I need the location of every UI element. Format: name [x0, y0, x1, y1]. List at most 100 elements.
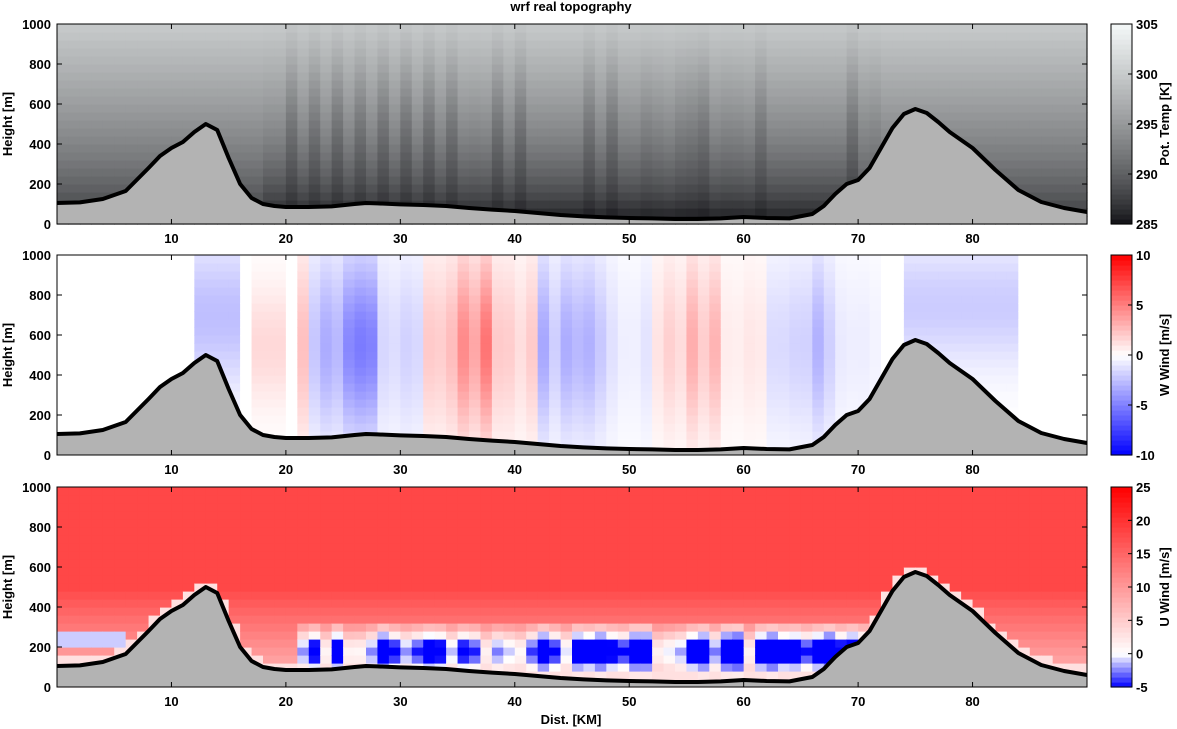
field-cell — [320, 343, 333, 352]
field-cell — [68, 519, 81, 528]
field-cell — [366, 88, 379, 97]
field-cell — [251, 367, 264, 376]
field-cell — [148, 88, 161, 97]
field-cell — [388, 72, 401, 81]
field-cell — [377, 391, 390, 400]
field-cell — [755, 407, 768, 416]
field-cell — [800, 72, 813, 81]
field-cell — [720, 375, 733, 384]
field-cell — [274, 32, 287, 41]
field-cell — [617, 375, 630, 384]
field-cell — [846, 279, 859, 288]
field-cell — [102, 527, 115, 536]
field-cell — [1041, 311, 1054, 320]
field-cell — [251, 407, 264, 416]
field-cell — [434, 112, 447, 121]
field-cell — [686, 80, 699, 89]
field-cell — [377, 48, 390, 57]
field-cell — [812, 136, 825, 145]
field-cell — [228, 80, 241, 89]
field-cell — [915, 104, 928, 113]
field-cell — [148, 287, 161, 296]
y-axis-label: Height [m] — [0, 323, 15, 387]
field-cell — [1064, 64, 1077, 73]
field-cell — [91, 407, 104, 416]
field-cell — [79, 359, 92, 368]
field-cell — [1029, 415, 1042, 424]
field-cell — [285, 383, 298, 392]
field-cell — [514, 255, 527, 264]
field-cell — [434, 423, 447, 432]
field-cell — [823, 327, 836, 336]
field-cell — [79, 615, 92, 624]
field-cell — [79, 647, 92, 656]
field-cell — [377, 415, 390, 424]
field-cell — [903, 32, 916, 41]
field-cell — [697, 351, 710, 360]
colorbar-segment — [1111, 420, 1132, 426]
field-cell — [68, 655, 81, 664]
field-cell — [285, 152, 298, 161]
field-cell — [629, 375, 642, 384]
field-cell — [148, 351, 161, 360]
field-cell — [972, 311, 985, 320]
field-cell — [228, 263, 241, 272]
field-cell — [297, 407, 310, 416]
field-cell — [160, 48, 173, 57]
field-cell — [732, 184, 745, 193]
field-cell — [560, 96, 573, 105]
field-cell — [274, 343, 287, 352]
field-cell — [434, 128, 447, 137]
field-cell — [285, 279, 298, 288]
field-cell — [274, 104, 287, 113]
field-cell — [800, 104, 813, 113]
field-cell — [423, 303, 436, 312]
field-cell — [57, 96, 70, 105]
field-cell — [766, 391, 779, 400]
field-cell — [800, 208, 813, 217]
field-cell — [354, 351, 367, 360]
field-cell — [137, 144, 150, 153]
field-cell — [91, 487, 104, 496]
field-cell — [800, 287, 813, 296]
field-cell — [652, 80, 665, 89]
field-cell — [766, 431, 779, 440]
field-cell — [480, 72, 493, 81]
field-cell — [240, 335, 253, 344]
field-cell — [537, 160, 550, 169]
field-cell — [400, 255, 413, 264]
field-cell — [652, 423, 665, 432]
field-cell — [79, 519, 92, 528]
field-cell — [503, 263, 516, 272]
field-cell — [182, 567, 195, 576]
colorbar-segment — [1111, 79, 1132, 85]
field-cell — [617, 64, 630, 73]
field-cell — [1041, 415, 1054, 424]
field-cell — [892, 295, 905, 304]
field-cell — [377, 367, 390, 376]
field-cell — [640, 192, 653, 201]
field-cell — [194, 271, 207, 280]
field-cell — [297, 200, 310, 209]
field-cell — [366, 80, 379, 89]
field-cell — [446, 255, 459, 264]
field-cell — [640, 144, 653, 153]
field-cell — [629, 311, 642, 320]
field-cell — [366, 263, 379, 272]
field-cell — [263, 415, 276, 424]
field-cell — [411, 319, 424, 328]
field-cell — [240, 343, 253, 352]
field-cell — [308, 407, 321, 416]
field-cell — [846, 303, 859, 312]
field-cell — [926, 96, 939, 105]
field-cell — [274, 407, 287, 416]
field-cell — [469, 152, 482, 161]
field-cell — [606, 168, 619, 177]
field-cell — [560, 80, 573, 89]
field-cell — [732, 200, 745, 209]
field-cell — [1075, 152, 1088, 161]
field-cell — [274, 56, 287, 65]
field-cell — [491, 120, 504, 129]
field-cell — [560, 56, 573, 65]
field-cell — [526, 120, 539, 129]
